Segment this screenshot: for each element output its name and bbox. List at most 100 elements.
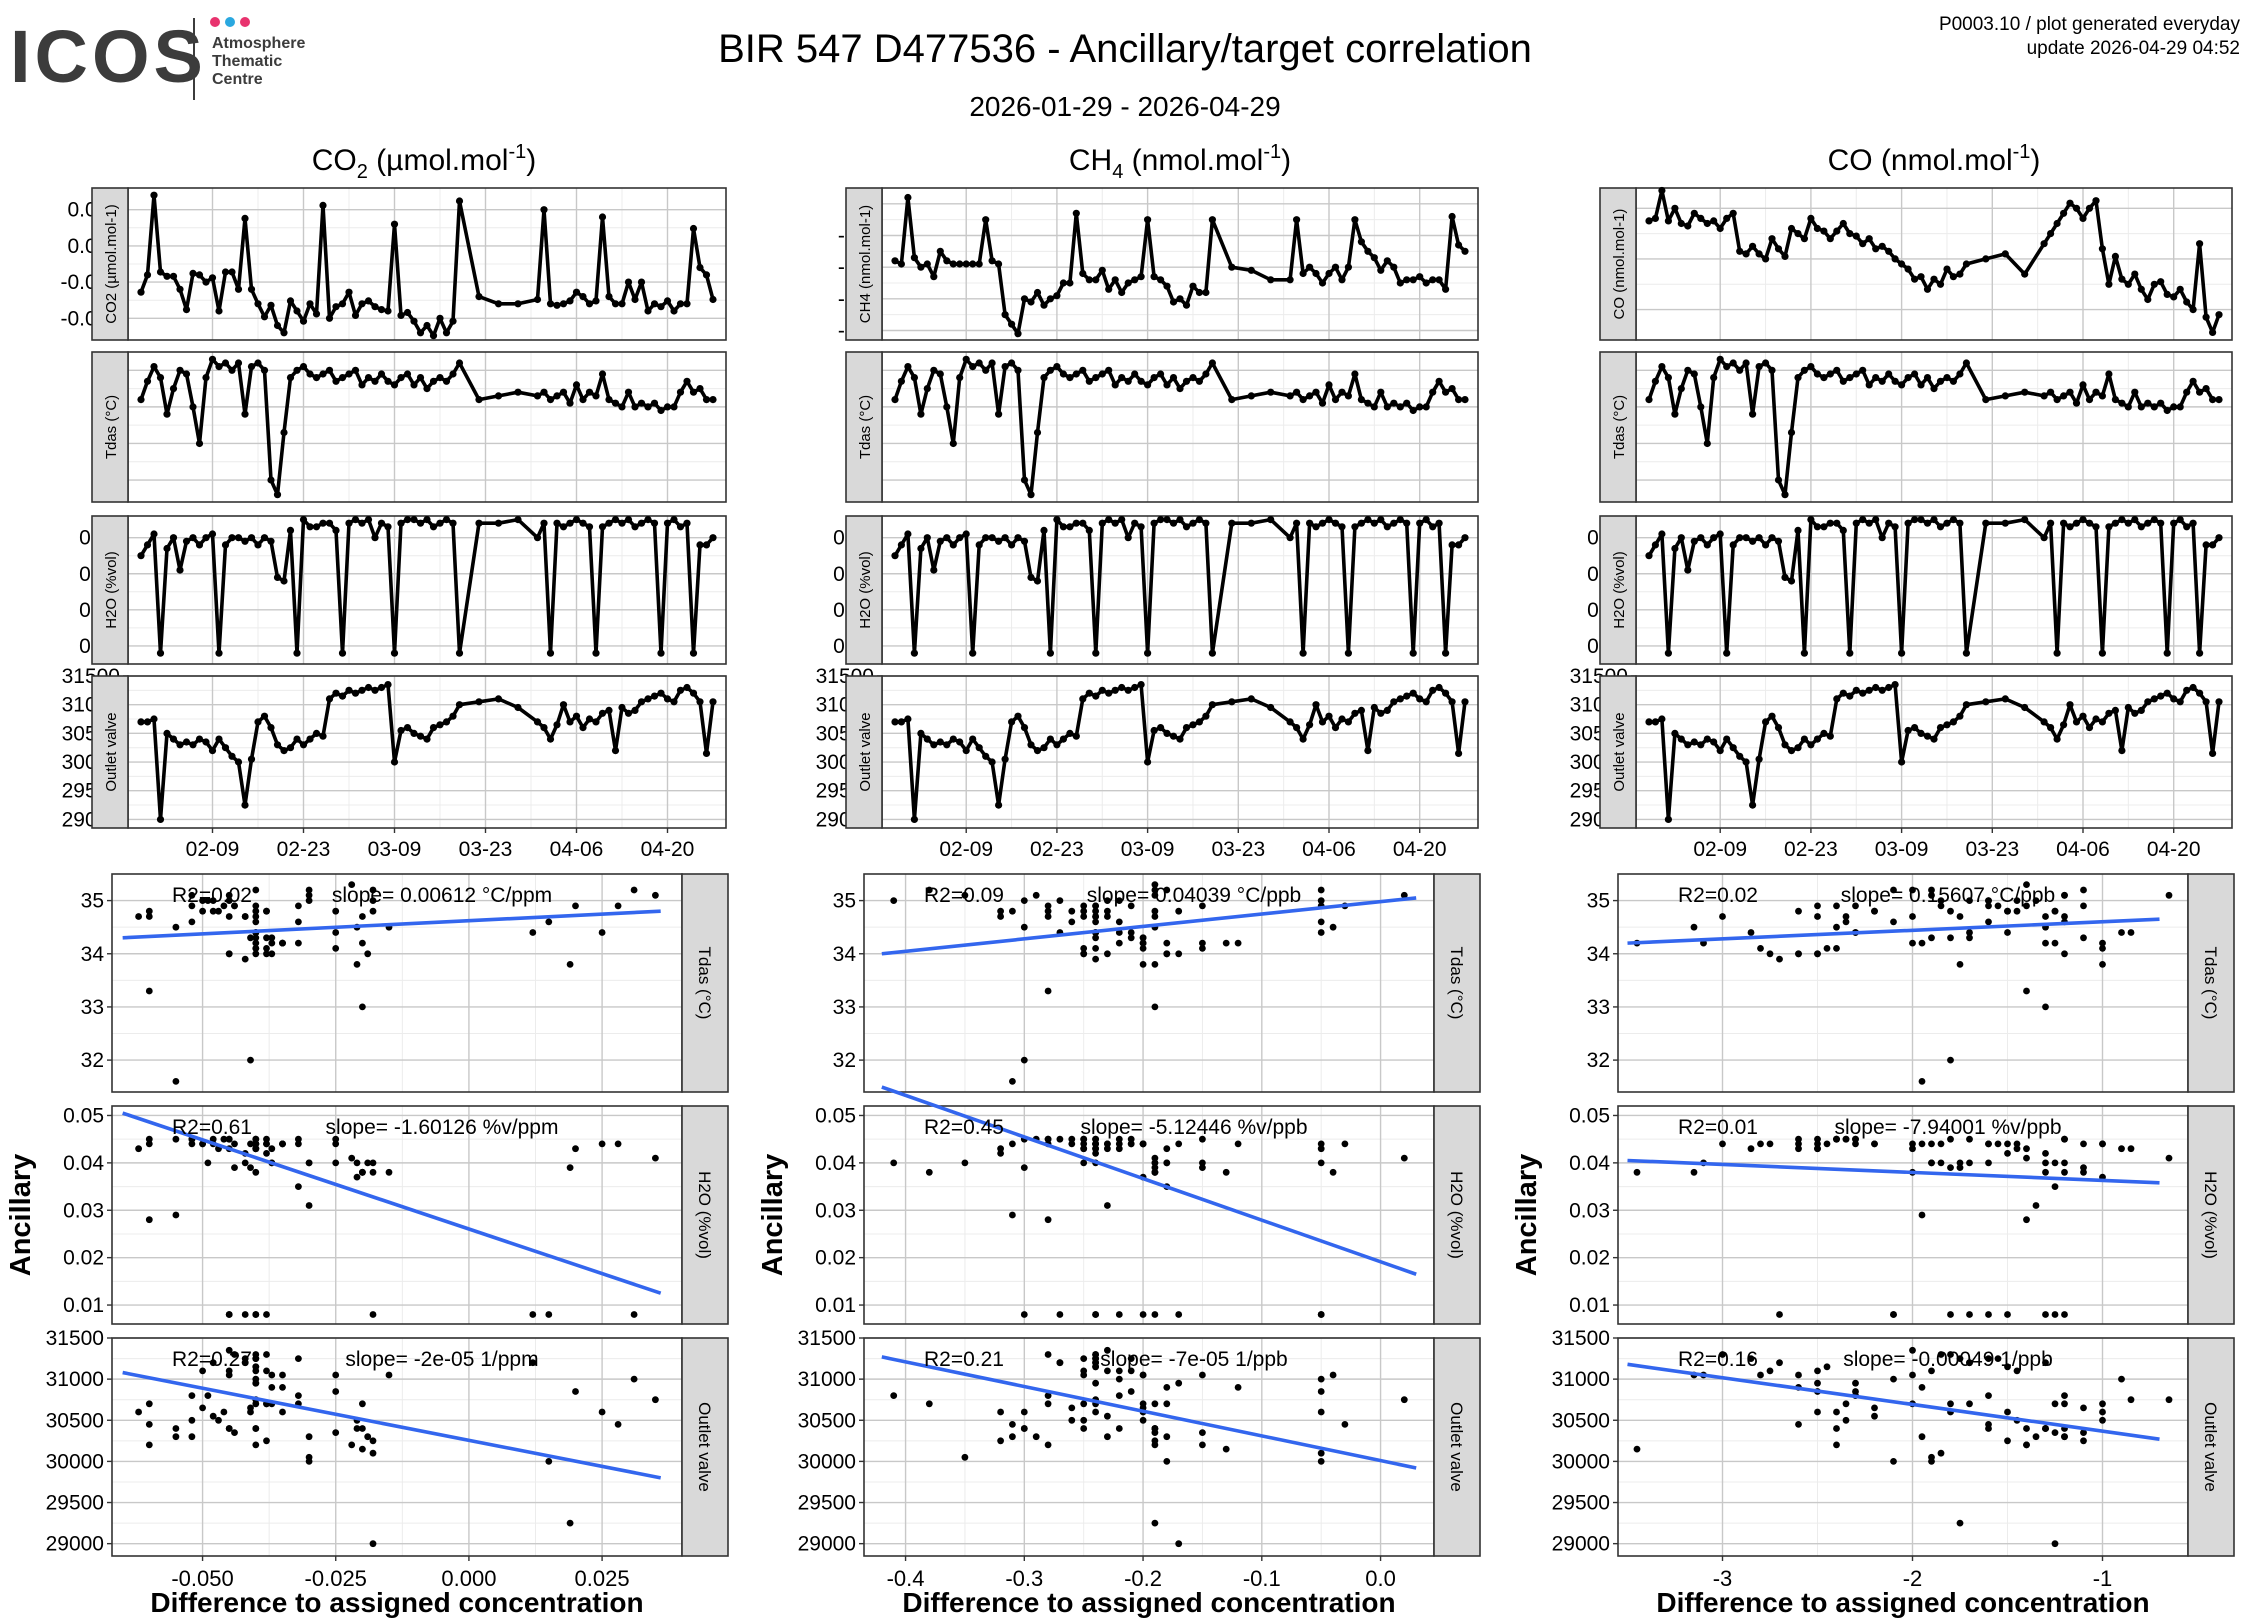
series-point bbox=[1846, 692, 1854, 700]
strip bbox=[2187, 1337, 2235, 1557]
series-point bbox=[1370, 254, 1378, 262]
scatter-point bbox=[1814, 913, 1821, 920]
series-point bbox=[1338, 388, 1346, 396]
scatter-point bbox=[332, 1371, 340, 1379]
scatter-point bbox=[1151, 886, 1159, 894]
scatter-point bbox=[1104, 897, 1111, 904]
series-point bbox=[2196, 388, 2204, 396]
series-point bbox=[325, 519, 334, 527]
scatter-point bbox=[1918, 1140, 1926, 1148]
scatter-point bbox=[2042, 1168, 2049, 1176]
series-point bbox=[2157, 278, 2165, 286]
series-point bbox=[1059, 523, 1067, 531]
series-point bbox=[1131, 370, 1139, 378]
scatter-point bbox=[353, 1159, 361, 1167]
series-point bbox=[1742, 250, 1750, 258]
series-point bbox=[982, 366, 990, 374]
scatter-point bbox=[1918, 1078, 1926, 1085]
series-point bbox=[1930, 385, 1938, 393]
series-point bbox=[592, 392, 600, 400]
y-tick-label: 0.05 bbox=[1569, 1104, 1610, 1127]
series-point bbox=[182, 738, 191, 746]
y-tick-label: 30000 bbox=[798, 1450, 856, 1473]
series-point bbox=[176, 285, 184, 293]
scatter-point bbox=[1080, 1159, 1088, 1167]
series-point bbox=[299, 363, 308, 371]
x-tick-label: 0.000 bbox=[441, 1566, 496, 1591]
series-point bbox=[910, 254, 919, 262]
scatter-point bbox=[1163, 939, 1171, 947]
scatter-point bbox=[1151, 891, 1159, 899]
series-point bbox=[572, 381, 581, 389]
scatter-point bbox=[348, 1441, 356, 1449]
series-point bbox=[1014, 534, 1022, 542]
scatter-point bbox=[2042, 1425, 2049, 1432]
series-point bbox=[1982, 698, 1990, 706]
series-point bbox=[1820, 523, 1828, 531]
series-point bbox=[1923, 285, 1932, 293]
scatter-point bbox=[1766, 1367, 1774, 1375]
series-point bbox=[917, 410, 925, 418]
series-point bbox=[228, 534, 236, 542]
scatter-point bbox=[252, 1351, 260, 1358]
series-point bbox=[1111, 276, 1119, 284]
series-point bbox=[559, 300, 568, 308]
scatter-point bbox=[1329, 923, 1337, 931]
scatter-point bbox=[1747, 929, 1755, 936]
series-point bbox=[1461, 247, 1469, 255]
series-point bbox=[1710, 374, 1718, 382]
scatter-point bbox=[1175, 907, 1183, 915]
series-point bbox=[1137, 681, 1145, 689]
series-point bbox=[1800, 735, 1808, 743]
series-point bbox=[1448, 698, 1456, 706]
series-point bbox=[1749, 242, 1757, 250]
panel-background bbox=[1618, 1338, 2188, 1556]
series-point bbox=[332, 377, 340, 385]
series-point bbox=[1364, 247, 1372, 255]
scatter-point bbox=[252, 902, 260, 910]
series-point bbox=[1377, 388, 1385, 396]
scatter-point bbox=[1234, 1140, 1242, 1148]
scatter-point bbox=[209, 907, 217, 915]
series-point bbox=[306, 300, 314, 308]
y-axis-title: Ancillary bbox=[757, 1154, 789, 1277]
series-point bbox=[2131, 709, 2139, 717]
series-point bbox=[1956, 519, 1964, 527]
series-point bbox=[169, 272, 178, 280]
scatter-point bbox=[2080, 902, 2087, 910]
series-point bbox=[397, 519, 405, 527]
scatter-point bbox=[529, 1311, 537, 1318]
scatter-point bbox=[332, 1159, 340, 1167]
series-point bbox=[1846, 649, 1854, 657]
scatter-point bbox=[2099, 1400, 2106, 1408]
scatter-point bbox=[1890, 886, 1897, 894]
strip-label: Tdas (°C) bbox=[1447, 947, 1466, 1020]
y-tick-label: 32 bbox=[1587, 1049, 1610, 1072]
y-tick-label: 0.03 bbox=[815, 1199, 856, 1222]
series-point bbox=[1703, 735, 1711, 743]
series-point bbox=[351, 689, 360, 697]
series-point bbox=[2001, 519, 2009, 527]
series-point bbox=[670, 698, 678, 706]
series-point bbox=[2209, 328, 2217, 336]
scatter-point bbox=[2051, 1159, 2059, 1167]
series-point bbox=[1755, 363, 1763, 371]
series-point bbox=[293, 307, 301, 315]
series-point bbox=[1390, 698, 1398, 706]
series-point bbox=[332, 689, 340, 697]
scatter-point bbox=[1757, 1371, 1764, 1379]
scatter-point bbox=[225, 897, 233, 904]
series-point bbox=[1936, 280, 1945, 288]
series-point bbox=[2118, 399, 2126, 407]
scatter-point bbox=[348, 1154, 356, 1162]
series-point bbox=[917, 729, 925, 738]
series-point bbox=[1195, 516, 1203, 524]
scatter-point bbox=[2118, 1375, 2125, 1383]
series-point bbox=[540, 206, 548, 214]
series-point bbox=[1422, 279, 1430, 287]
series-point bbox=[1053, 516, 1061, 524]
scatter-point bbox=[529, 929, 537, 936]
series-point bbox=[1318, 718, 1327, 726]
scatter-point bbox=[204, 1392, 212, 1399]
series-point bbox=[2060, 392, 2068, 400]
